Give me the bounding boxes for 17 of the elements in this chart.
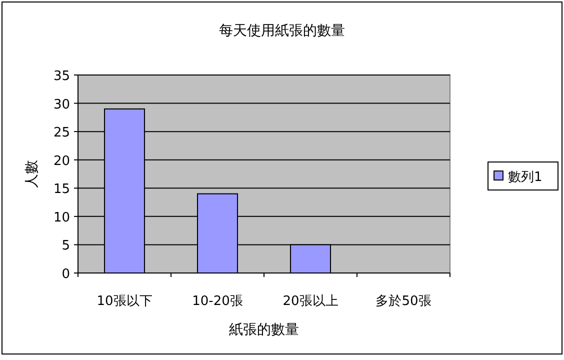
y-tick-label: 10 [53,210,70,226]
y-tick-label: 0 [62,267,70,282]
y-tick-label: 20 [53,154,70,169]
chart-title: 每天使用紙張的數量 [219,23,345,39]
y-tick-label: 5 [62,238,70,254]
y-tick-label: 25 [53,126,70,141]
x-tick-label: 10-20張 [192,294,243,309]
y-axis-title: 人數 [24,160,40,188]
x-tick-label: 10張以下 [96,294,152,309]
y-tick-label: 15 [53,182,70,198]
x-tick-label: 20張以上 [282,294,338,309]
y-tick-label: 30 [53,97,70,112]
legend: 數列1 [488,162,558,190]
legend-label: 數列1 [508,170,542,185]
y-tick-label: 35 [53,69,70,84]
x-axis-title: 紙張的數量 [229,322,299,338]
x-tick-label: 多於50張 [376,294,432,309]
